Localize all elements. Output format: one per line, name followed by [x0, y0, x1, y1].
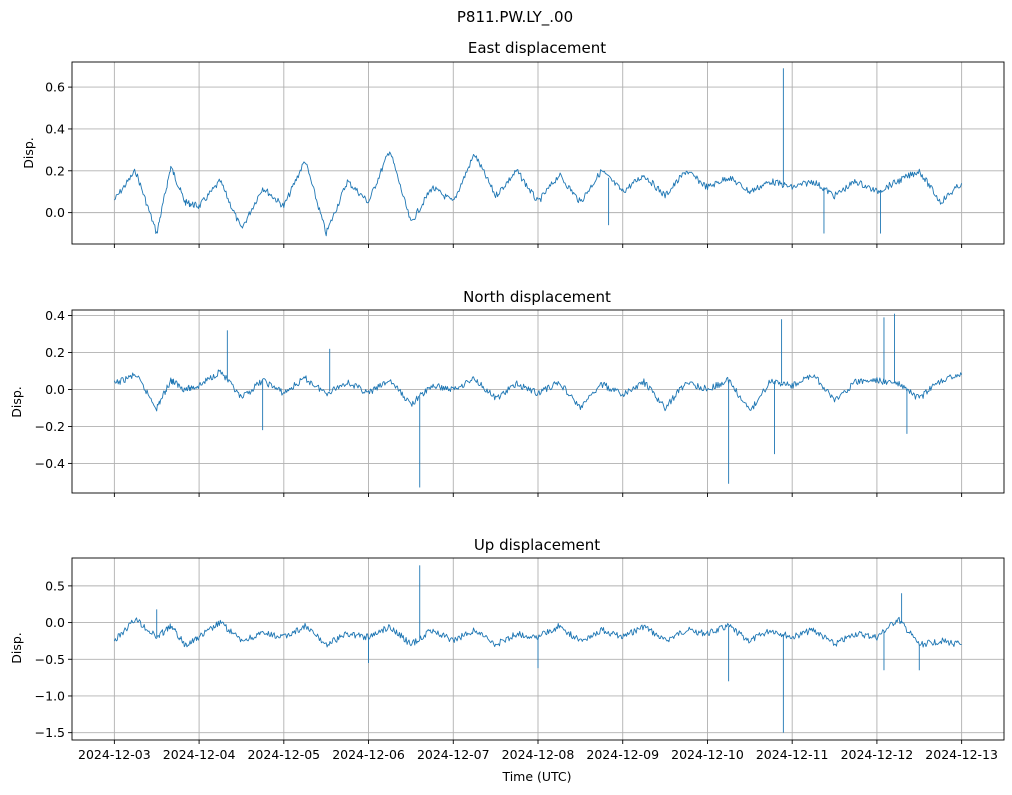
east-y-axis-label: Disp. [21, 137, 36, 169]
up-x-tick-label: 2024-12-11 [756, 747, 829, 762]
up-x-tick-label: 2024-12-13 [925, 747, 998, 762]
east-y-tick-label: 0.0 [45, 205, 65, 220]
up-x-tick-label: 2024-12-12 [841, 747, 914, 762]
up-panel-title: Up displacement [474, 536, 600, 554]
up-displacement-series [113, 616, 962, 648]
up-x-tick-label: 2024-12-07 [417, 747, 490, 762]
up-y-tick-label: −1.0 [35, 688, 65, 703]
north-y-tick-label: 0.0 [45, 382, 65, 397]
up-x-tick-label: 2024-12-05 [247, 747, 320, 762]
north-y-tick-label: 0.4 [45, 308, 65, 323]
up-x-tick-label: 2024-12-10 [671, 747, 744, 762]
up-y-tick-label: −1.5 [35, 725, 65, 740]
north-y-tick-label: −0.2 [35, 419, 65, 434]
east-displacement-panel: East displacement Disp. 0.0 0.2 0.4 0.6 [21, 39, 1005, 248]
north-panel-title: North displacement [463, 288, 611, 306]
x-axis-label: Time (UTC) [501, 769, 571, 784]
up-x-tick-label: 2024-12-06 [332, 747, 405, 762]
north-displacement-series [113, 369, 963, 412]
north-y-axis-label: Disp. [9, 386, 24, 418]
north-y-tick-label: −0.4 [35, 456, 65, 471]
up-x-tick-label: 2024-12-08 [502, 747, 575, 762]
up-displacement-panel: Up displacement Disp. −1.5 −1.0 −0.5 0.0 0.5… [9, 536, 1005, 762]
up-x-tick-label: 2024-12-09 [586, 747, 659, 762]
up-x-tick-label: 2024-12-04 [163, 747, 236, 762]
east-y-tick-label: 0.2 [45, 163, 65, 178]
up-x-tick-label: 2024-12-03 [78, 747, 151, 762]
up-y-tick-label: 0.5 [45, 578, 65, 593]
up-y-tick-label: 0.0 [45, 615, 65, 630]
east-panel-title: East displacement [468, 39, 606, 57]
north-displacement-panel: North displacement Disp. −0.4 −0.2 0.0 0.2 0… [9, 288, 1005, 497]
figure-title: P811.PW.LY_.00 [457, 8, 573, 27]
east-y-tick-label: 0.6 [45, 80, 65, 95]
north-y-tick-label: 0.2 [45, 345, 65, 360]
up-y-axis-label: Disp. [9, 632, 24, 664]
up-y-tick-label: −0.5 [35, 652, 65, 667]
east-y-tick-label: 0.4 [45, 121, 65, 136]
east-displacement-series [114, 151, 963, 237]
